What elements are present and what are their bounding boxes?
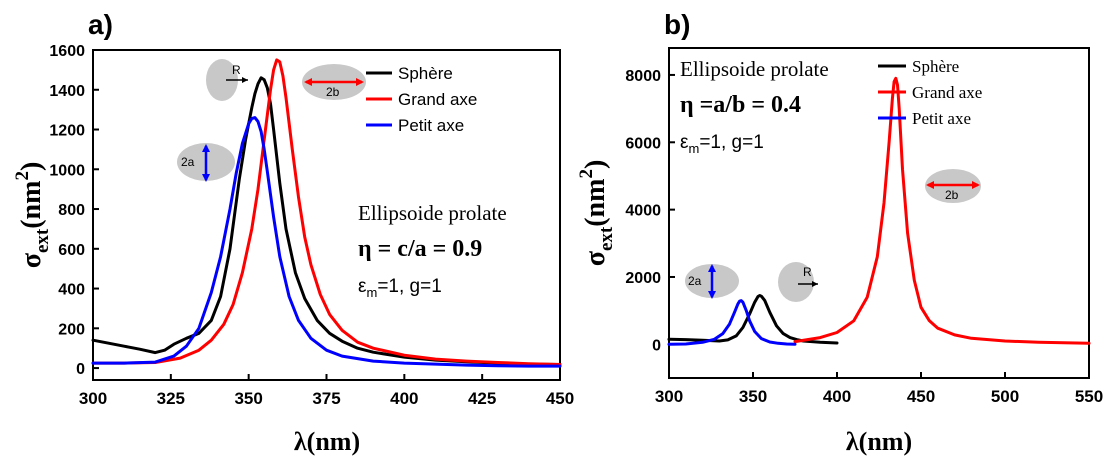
legend-label-sphere: Sphère (398, 64, 453, 83)
sphere-shape-icon: R (778, 262, 818, 302)
y-tick-label: 800 (58, 202, 85, 219)
x-axis-label: λ(nm) (294, 427, 360, 456)
sphere-shape-icon: R (206, 59, 248, 101)
minor-axis-shape-icon: 2a (685, 264, 739, 299)
y-tick-label: 1600 (49, 43, 85, 60)
x-tick-label: 325 (157, 389, 185, 408)
series-lines (667, 76, 1091, 346)
y-tick-label: 0 (652, 337, 661, 354)
annotation-medium: εm=1, g=1 (358, 276, 442, 300)
x-tick-label: 300 (79, 389, 107, 408)
minor-axis-label: 2a (688, 274, 702, 288)
x-tick-label: 500 (991, 387, 1019, 406)
x-tick-label: 300 (655, 387, 683, 406)
legend-label-major: Grand axe (398, 90, 477, 109)
x-tick-label: 350 (739, 387, 767, 406)
panel-label: b) (664, 9, 690, 40)
axis-ticks: 300 325 350 375 400 425 450 0 200 400 600 800 1000 12… (49, 43, 574, 408)
major-axis-label: 2b (945, 188, 959, 202)
panel-b: b) 300 350 400 450 500 550 0 2000 4000 6000 8000 λ… (576, 9, 1103, 456)
panel-a: a) 300 325 350 375 400 425 450 0 200 400 600 800 100… (12, 9, 574, 456)
series-lines (91, 58, 562, 368)
x-axis-label: λ(nm) (846, 427, 912, 456)
minor-axis-shape-icon: 2a (177, 143, 235, 182)
legend: Sphère Grand axe Petit axe (878, 57, 982, 128)
y-tick-label: 600 (58, 242, 85, 259)
series-line-major (793, 76, 1091, 345)
y-tick-label: 4000 (625, 203, 661, 220)
annotation-ratio: η = c/a = 0.9 (358, 236, 482, 262)
major-axis-shape-icon: 2b (925, 169, 981, 203)
series-line-minor (667, 299, 797, 346)
x-tick-label: 350 (234, 389, 262, 408)
y-tick-label: 1400 (49, 83, 85, 100)
legend: Sphère Grand axe Petit axe (366, 64, 477, 135)
annotation: Ellipsoide prolate η = c/a = 0.9 εm=1, g… (358, 201, 507, 300)
panel-label: a) (88, 9, 113, 40)
y-tick-label: 0 (76, 361, 85, 378)
plot-frame (668, 47, 1090, 379)
x-tick-label: 550 (1075, 387, 1103, 406)
x-tick-label: 450 (546, 389, 574, 408)
annotation-ratio: η =a/b = 0.4 (680, 92, 801, 118)
annotation-medium: εm=1, g=1 (680, 132, 764, 156)
legend-label-major: Grand axe (912, 83, 982, 102)
series-line-sphere (667, 294, 839, 345)
annotation-title: Ellipsoide prolate (358, 201, 507, 225)
y-tick-label: 400 (58, 282, 85, 299)
sphere-radius-label: R (232, 63, 241, 77)
x-tick-label: 400 (823, 387, 851, 406)
major-axis-shape-icon: 2b (302, 64, 366, 100)
series-line-sphere (91, 76, 562, 366)
x-tick-label: 425 (468, 389, 496, 408)
major-axis-label: 2b (326, 85, 340, 99)
y-axis-label: σext(nm2) (12, 162, 53, 269)
y-axis-label: σext(nm2) (576, 160, 617, 267)
x-tick-label: 400 (390, 389, 418, 408)
annotation-title: Ellipsoide prolate (680, 57, 829, 81)
x-tick-label: 450 (907, 387, 935, 406)
axis-ticks: 300 350 400 450 500 550 0 2000 4000 6000 8000 (625, 68, 1103, 406)
y-tick-label: 1000 (49, 162, 85, 179)
y-tick-label: 2000 (625, 270, 661, 287)
legend-label-minor: Petit axe (398, 116, 464, 135)
series-line-minor (91, 116, 562, 368)
y-tick-label: 6000 (625, 135, 661, 152)
legend-label-minor: Petit axe (912, 109, 971, 128)
sphere-radius-label: R (803, 265, 812, 279)
annotation: Ellipsoide prolate η =a/b = 0.4 εm=1, g=… (680, 57, 829, 156)
x-tick-label: 375 (312, 389, 340, 408)
series-line-major (91, 58, 562, 366)
legend-label-sphere: Sphère (912, 57, 959, 76)
y-tick-label: 8000 (625, 68, 661, 85)
minor-axis-label: 2a (181, 155, 195, 169)
y-tick-label: 200 (58, 321, 85, 338)
y-tick-label: 1200 (49, 123, 85, 140)
